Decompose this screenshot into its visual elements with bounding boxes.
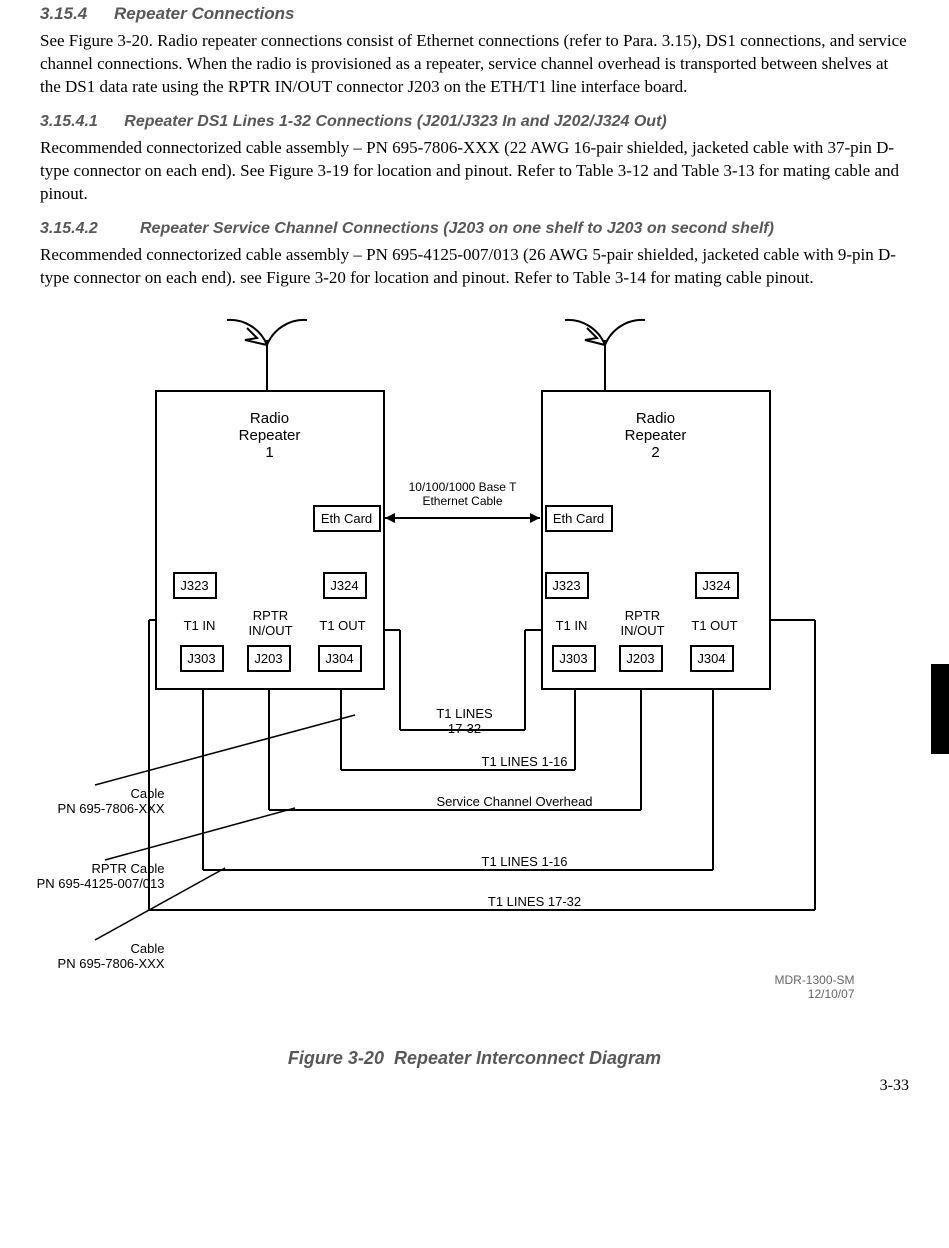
svc-overhead-label: Service Channel Overhead <box>415 794 615 810</box>
t1-in-right: T1 IN <box>547 618 597 634</box>
heading-31541: 3.15.4.1 Repeater DS1 Lines 1-32 Connect… <box>40 113 909 131</box>
eth-card-1: Eth Card <box>313 505 381 532</box>
t1-out-left: T1 OUT <box>313 618 373 634</box>
figure-caption-title: Repeater Interconnect Diagram <box>394 1048 661 1068</box>
repeater-2-title: Radio Repeater 2 <box>543 410 769 461</box>
side-tab <box>931 664 949 754</box>
t1-17-32-lower: T1 LINES 17-32 <box>465 894 605 910</box>
t1-1-16-upper: T1 LINES 1-16 <box>465 754 585 770</box>
j303-right: J303 <box>552 645 596 672</box>
eth-card-label: Eth Card <box>553 511 604 526</box>
j203-right: J203 <box>619 645 663 672</box>
t1-out-right: T1 OUT <box>685 618 745 634</box>
j203-left: J203 <box>247 645 291 672</box>
figure-caption-num: Figure 3-20 <box>288 1048 384 1068</box>
repeater-diagram: Radio Repeater 1 Eth Card Radio Repeater… <box>95 310 855 1030</box>
rptr-cable-label: RPTR Cable PN 695-4125-007/013 <box>5 861 165 892</box>
page-number: 3-33 <box>40 1077 909 1095</box>
paragraph-2: Recommended connectorized cable assembly… <box>40 137 909 206</box>
j324-right: J324 <box>695 572 739 599</box>
page: 3.15.4 Repeater Connections See Figure 3… <box>0 4 949 1115</box>
heading-title: Repeater DS1 Lines 1-32 Connections (J20… <box>124 113 666 130</box>
rptr-io-right: RPTR IN/OUT <box>613 608 673 639</box>
j324-left: J324 <box>323 572 367 599</box>
doc-id-block: MDR-1300-SM 12/10/07 <box>774 973 854 1002</box>
heading-num: 3.15.4.1 <box>40 113 98 130</box>
repeater-1-title: Radio Repeater 1 <box>157 410 383 461</box>
cable-7806-top: Cable PN 695-7806-XXX <box>25 786 165 817</box>
j304-left: J304 <box>318 645 362 672</box>
eth-card-2: Eth Card <box>545 505 613 532</box>
cable-7806-bottom: Cable PN 695-7806-XXX <box>25 941 165 972</box>
j303-left: J303 <box>180 645 224 672</box>
j323-right: J323 <box>545 572 589 599</box>
t1-1-16-lower: T1 LINES 1-16 <box>465 854 585 870</box>
j323-left: J323 <box>173 572 217 599</box>
rptr-io-left: RPTR IN/OUT <box>241 608 301 639</box>
figure-caption: Figure 3-20 Repeater Interconnect Diagra… <box>40 1048 909 1069</box>
t1-in-left: T1 IN <box>175 618 225 634</box>
heading-num: 3.15.4 <box>40 4 87 23</box>
paragraph-1: See Figure 3-20. Radio repeater connecti… <box>40 30 909 99</box>
paragraph-3: Recommended connectorized cable assembly… <box>40 244 909 290</box>
eth-cable-label: 10/100/1000 Base T Ethernet Cable <box>393 480 533 509</box>
doc-id: MDR-1300-SM <box>774 973 854 987</box>
eth-card-label: Eth Card <box>321 511 372 526</box>
t1-17-32-mid: T1 LINES 17-32 <box>425 706 505 737</box>
heading-31542: 3.15.4.2 Repeater Service Channel Connec… <box>40 220 909 238</box>
doc-date: 12/10/07 <box>774 987 854 1001</box>
heading-3154: 3.15.4 Repeater Connections <box>40 4 909 24</box>
j304-right: J304 <box>690 645 734 672</box>
heading-title: Repeater Service Channel Connections (J2… <box>140 220 774 238</box>
heading-num: 3.15.4.2 <box>40 220 140 238</box>
heading-title: Repeater Connections <box>114 4 294 23</box>
